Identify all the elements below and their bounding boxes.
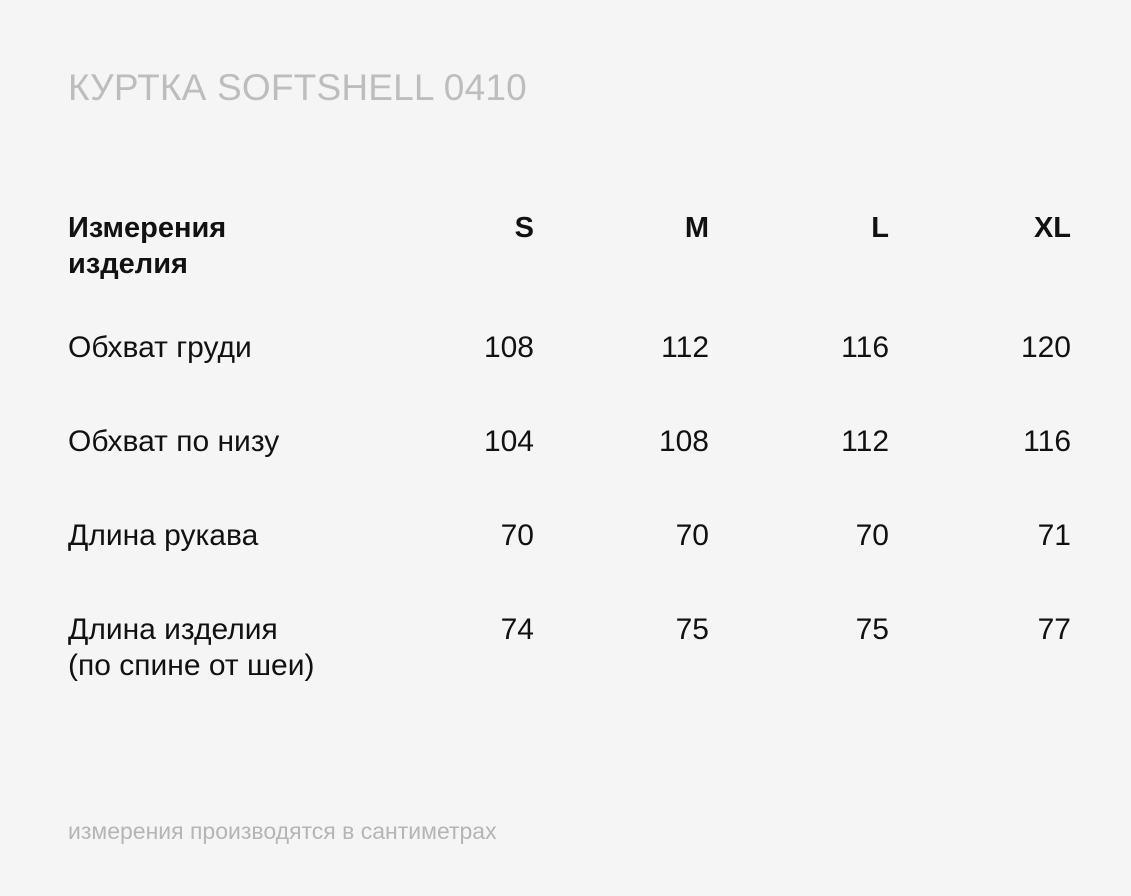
cell-value: 70 bbox=[675, 519, 709, 552]
cell-value: 70 bbox=[855, 519, 889, 552]
table-row: Обхват груди 108 112 116 120 bbox=[68, 330, 1071, 370]
header-size-s: S bbox=[514, 212, 534, 244]
header-size-m: M bbox=[684, 212, 709, 244]
units-footnote: измерения производятся в сантиметрах bbox=[68, 818, 497, 844]
row-label: Обхват по низу bbox=[68, 425, 280, 458]
row-label: Длина рукава bbox=[68, 519, 259, 552]
cell-value: 74 bbox=[500, 613, 534, 646]
header-size-xl: XL bbox=[1033, 212, 1071, 244]
table-header-row: Измерения изделия S M L XL bbox=[68, 210, 1071, 290]
cell-value: 120 bbox=[1020, 331, 1071, 364]
row-label: Обхват груди bbox=[68, 331, 252, 364]
cell-value: 108 bbox=[483, 331, 534, 364]
header-size-l: L bbox=[871, 212, 889, 244]
page-title: КУРТКА SOFTSHELL 0410 bbox=[68, 67, 527, 108]
table-row: Длина изделия (по спине от шеи) 74 75 75… bbox=[68, 612, 1071, 692]
cell-value: 112 bbox=[661, 331, 709, 364]
table-row: Обхват по низу 104 108 112 116 bbox=[68, 424, 1071, 464]
cell-value: 108 bbox=[658, 425, 709, 458]
cell-value: 75 bbox=[855, 613, 889, 646]
cell-value: 70 bbox=[500, 519, 534, 552]
header-measurement-label: Измерения изделия bbox=[68, 212, 227, 280]
row-label: Длина изделия (по спине от шеи) bbox=[68, 613, 315, 682]
cell-value: 112 bbox=[841, 425, 889, 458]
cell-value: 71 bbox=[1037, 519, 1071, 552]
cell-value: 116 bbox=[841, 331, 889, 364]
cell-value: 75 bbox=[675, 613, 709, 646]
cell-value: 77 bbox=[1037, 613, 1071, 646]
table-row: Длина рукава 70 70 70 71 bbox=[68, 518, 1071, 558]
cell-value: 116 bbox=[1023, 425, 1071, 458]
cell-value: 104 bbox=[483, 425, 534, 458]
